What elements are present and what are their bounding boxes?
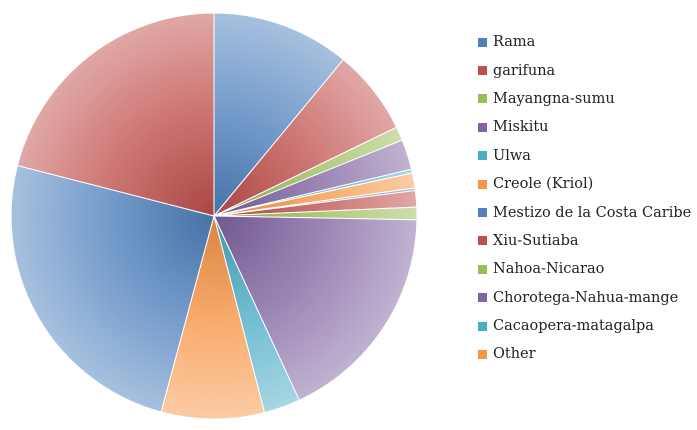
legend-swatch <box>478 37 487 47</box>
pie-chart <box>10 12 418 420</box>
legend-label: Other <box>493 346 536 363</box>
legend-entry: Xiu-Sutiaba <box>478 227 691 255</box>
legend-label: Ulwa <box>493 147 531 164</box>
legend-swatch <box>478 236 487 246</box>
legend-label: Cacaopera-matagalpa <box>493 318 654 335</box>
legend-swatch <box>478 349 487 359</box>
legend-label: Rama <box>493 34 536 51</box>
legend-swatch <box>478 208 487 218</box>
legend-label: Xiu-Sutiaba <box>493 232 579 249</box>
legend-label: Mayangna-sumu <box>493 90 615 107</box>
legend-entry: Other <box>478 340 691 368</box>
legend-label: garifuna <box>493 62 556 79</box>
legend-swatch <box>478 321 487 331</box>
legend-swatch <box>478 179 487 189</box>
legend-entry: garifuna <box>478 56 691 84</box>
pie-slice-unlabeled-13 <box>16 12 215 217</box>
pie-slice-unlabeled-12 <box>10 164 215 413</box>
legend-label: Chorotega-Nahua-mange <box>493 289 679 306</box>
legend-swatch <box>478 122 487 132</box>
legend-label: Nahoa-Nicarao <box>493 261 605 278</box>
legend-entry: Ulwa <box>478 142 691 170</box>
legend-swatch <box>478 293 487 303</box>
legend-entry: Rama <box>478 28 691 56</box>
legend-entry: Creole (Kriol) <box>478 170 691 198</box>
chart-legend: Rama garifuna Mayangna-sumu Miskitu Ulwa Creo… <box>478 28 691 369</box>
legend-entry: Nahoa-Nicarao <box>478 255 691 283</box>
legend-entry: Miskitu <box>478 113 691 141</box>
pie-slice-rama <box>213 12 345 218</box>
legend-entry: Chorotega-Nahua-mange <box>478 284 691 312</box>
legend-entry: Cacaopera-matagalpa <box>478 312 691 340</box>
legend-label: Creole (Kriol) <box>493 176 594 193</box>
legend-swatch <box>478 94 487 104</box>
legend-entry: Mestizo de la Costa Caribe <box>478 198 691 226</box>
legend-entry: Mayangna-sumu <box>478 85 691 113</box>
pie-slice-other <box>160 214 266 420</box>
legend-swatch <box>478 264 487 274</box>
legend-swatch <box>478 151 487 161</box>
pie-slice-chorotega-nahua-mange <box>213 215 418 401</box>
legend-label: Miskitu <box>493 119 549 136</box>
legend-swatch <box>478 66 487 76</box>
legend-label: Mestizo de la Costa Caribe <box>493 204 692 221</box>
